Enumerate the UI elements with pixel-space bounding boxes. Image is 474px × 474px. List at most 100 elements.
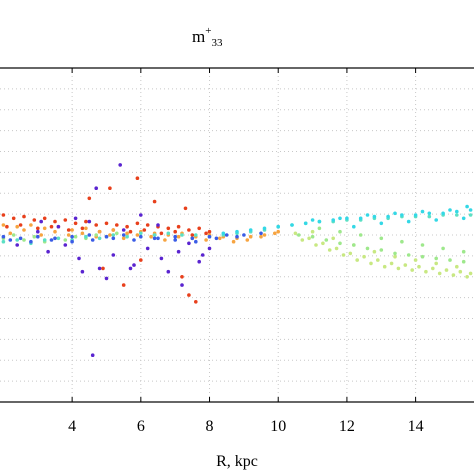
- data-point-aqua-12: [166, 231, 171, 236]
- data-point-violet-26: [118, 163, 122, 167]
- data-point-light_green-31: [441, 246, 445, 251]
- data-point-aqua-1: [15, 238, 19, 242]
- data-point-cyan-22: [393, 211, 397, 216]
- data-point-yellow_green-9: [417, 264, 421, 269]
- data-point-cyan-8: [331, 218, 336, 222]
- data-point-cyan-1: [235, 229, 239, 234]
- data-point-yellow_green-1: [307, 236, 311, 241]
- data-point-red-45: [187, 293, 191, 297]
- x-tick-label-4: 12: [339, 418, 355, 435]
- data-point-red-13: [135, 221, 140, 226]
- data-point-cyan-19: [310, 218, 315, 222]
- data-point-blue-4: [70, 234, 74, 239]
- data-point-red-9: [94, 223, 98, 227]
- data-point-light_green-7: [73, 234, 78, 239]
- data-point-yellow_green-23: [424, 269, 428, 274]
- data-point-violet-24: [200, 253, 205, 257]
- data-point-blue-6: [104, 234, 109, 239]
- chart-title: m+33: [192, 25, 223, 49]
- data-point-red-0: [1, 213, 6, 217]
- data-point-yellow_green-20: [382, 264, 387, 269]
- data-point-light_green-23: [448, 258, 452, 262]
- x-tick-label-5: 14: [408, 418, 424, 435]
- data-point-blue-16: [8, 238, 13, 242]
- data-point-yellow_green-13: [468, 271, 473, 276]
- data-point-blue-25: [194, 239, 198, 244]
- data-point-blue-26: [214, 236, 219, 241]
- data-point-red-12: [125, 224, 129, 229]
- data-point-blue-15: [259, 231, 263, 236]
- data-point-cyan-23: [420, 209, 425, 214]
- data-point-aqua-13: [180, 233, 184, 237]
- data-point-orange-9: [125, 231, 129, 236]
- data-point-aqua-7: [97, 236, 102, 241]
- data-point-yellow_green-25: [451, 273, 456, 277]
- data-point-cyan-4: [276, 224, 281, 229]
- data-point-orange-25: [66, 233, 71, 237]
- data-point-light_green-19: [393, 251, 397, 256]
- data-point-aqua-3: [42, 238, 47, 242]
- data-point-violet-16: [207, 246, 212, 251]
- data-point-yellow_green-5: [362, 254, 366, 259]
- data-point-red-36: [108, 186, 112, 190]
- data-point-light_green-15: [338, 241, 342, 246]
- data-point-blue-20: [90, 238, 95, 242]
- data-point-cyan-28: [406, 219, 411, 224]
- data-point-light_green-11: [115, 231, 119, 236]
- data-point-red-19: [197, 226, 201, 231]
- data-point-blue-27: [235, 234, 239, 239]
- data-point-light_green-28: [379, 236, 384, 241]
- data-point-orange-20: [276, 229, 281, 234]
- data-point-yellow_green-26: [465, 275, 469, 279]
- data-point-cyan-26: [352, 224, 356, 229]
- data-point-red-31: [159, 231, 164, 236]
- data-point-light_green-20: [406, 253, 411, 257]
- data-point-red-8: [84, 219, 88, 224]
- data-point-light_green-22: [434, 256, 439, 261]
- data-point-aqua-0: [1, 239, 6, 244]
- data-point-violet-20: [128, 266, 133, 271]
- data-point-red-4: [42, 216, 47, 221]
- data-point-cyan-2: [248, 228, 253, 232]
- data-point-red-42: [139, 258, 143, 262]
- data-point-light_green-3: [32, 234, 37, 239]
- data-point-violet-23: [180, 283, 184, 287]
- data-point-cyan-25: [465, 204, 469, 209]
- data-point-red-38: [152, 199, 157, 204]
- data-point-light_green-14: [324, 238, 329, 242]
- data-point-orange-24: [53, 229, 57, 234]
- data-point-violet-1: [36, 229, 40, 234]
- data-point-red-32: [173, 229, 177, 234]
- data-point-blue-0: [1, 234, 6, 239]
- x-axis-ticks: 4 6 8 10 12 14: [68, 68, 424, 435]
- data-point-light_green-26: [338, 229, 342, 234]
- data-point-red-24: [49, 224, 54, 229]
- data-point-blue-12: [207, 234, 212, 239]
- data-point-violet-11: [156, 223, 160, 227]
- data-point-red-37: [135, 176, 140, 180]
- data-point-cyan-3: [262, 226, 267, 231]
- data-point-orange-2: [29, 223, 33, 227]
- data-point-red-23: [36, 226, 40, 231]
- data-point-red-29: [128, 229, 133, 234]
- data-point-yellow_green-7: [389, 261, 394, 266]
- data-point-yellow_green-33: [434, 261, 439, 266]
- data-point-cyan-18: [468, 208, 473, 212]
- data-point-red-11: [115, 223, 119, 227]
- data-point-light_green-24: [461, 259, 466, 264]
- data-point-aqua-6: [84, 234, 88, 239]
- data-point-light_green-6: [63, 238, 68, 242]
- data-point-violet-2: [46, 249, 50, 254]
- data-point-red-20: [207, 229, 212, 234]
- data-point-violet-17: [63, 243, 68, 247]
- data-point-cyan-16: [441, 211, 445, 216]
- data-point-yellow_green-31: [393, 254, 397, 259]
- data-point-aqua-34: [468, 213, 473, 217]
- data-point-red-5: [53, 219, 57, 224]
- data-point-blue-5: [87, 233, 92, 237]
- data-point-yellow_green-18: [355, 258, 360, 262]
- data-point-red-40: [101, 266, 105, 271]
- data-point-orange-0: [1, 223, 6, 227]
- data-point-light_green-21: [420, 254, 425, 259]
- data-point-red-1: [11, 216, 16, 221]
